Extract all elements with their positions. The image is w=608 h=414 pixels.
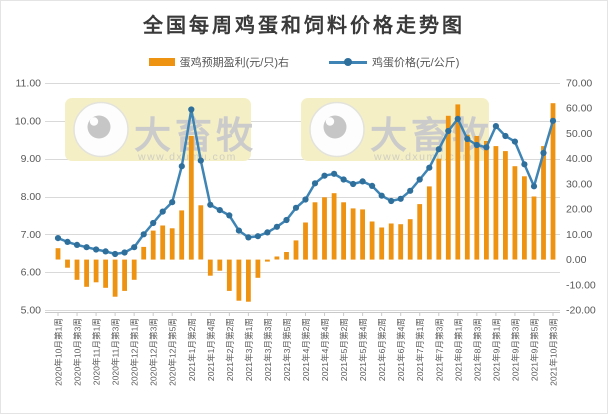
legend: 蛋鸡预期盈利(元/只)右 鸡蛋价格(元/公斤) bbox=[1, 54, 607, 70]
svg-text:2021年1月第2周: 2021年1月第2周 bbox=[186, 318, 197, 381]
svg-text:2021年7月第1周: 2021年7月第1周 bbox=[414, 318, 425, 381]
svg-text:2021年3月第1周: 2021年3月第1周 bbox=[243, 318, 254, 381]
svg-text:2021年8月第1周: 2021年8月第1周 bbox=[452, 318, 463, 381]
svg-text:2021年6月第4周: 2021年6月第4周 bbox=[395, 318, 406, 381]
svg-text:2020年10月第3周: 2020年10月第3周 bbox=[72, 318, 83, 386]
svg-text:2021年5月第2周: 2021年5月第2周 bbox=[338, 318, 349, 381]
svg-text:50.00: 50.00 bbox=[566, 128, 592, 140]
svg-text:2021年4月第4周: 2021年4月第4周 bbox=[319, 318, 330, 381]
svg-text:20.00: 20.00 bbox=[566, 204, 592, 216]
svg-text:2021年9月第5周: 2021年9月第5周 bbox=[529, 318, 540, 381]
svg-text:2020年12月第5周: 2020年12月第5周 bbox=[167, 318, 178, 386]
svg-text:2021年4月第2周: 2021年4月第2周 bbox=[300, 318, 311, 381]
svg-text:2020年10月第1周: 2020年10月第1周 bbox=[53, 318, 64, 386]
svg-text:30.00: 30.00 bbox=[566, 178, 592, 190]
line-series-egg-price bbox=[54, 106, 557, 258]
svg-text:2020年12月第3周: 2020年12月第3周 bbox=[148, 318, 159, 386]
svg-text:2021年5月第4周: 2021年5月第4周 bbox=[357, 318, 368, 381]
svg-text:0.00: 0.00 bbox=[566, 254, 587, 266]
legend-line-swatch-icon bbox=[329, 58, 367, 66]
svg-text:2021年1月第4周: 2021年1月第4周 bbox=[205, 318, 216, 381]
svg-text:2021年7月第3周: 2021年7月第3周 bbox=[433, 318, 444, 381]
svg-text:10.00: 10.00 bbox=[566, 229, 592, 241]
svg-text:8.00: 8.00 bbox=[21, 191, 42, 203]
svg-text:11.00: 11.00 bbox=[16, 78, 42, 90]
legend-item-egg-price: 鸡蛋价格(元/公斤) bbox=[329, 54, 459, 70]
svg-text:60.00: 60.00 bbox=[566, 103, 592, 115]
left-axis-labels: 11.00 10.00 9.00 8.00 7.00 6.00 5.00 bbox=[15, 78, 41, 317]
svg-text:70.00: 70.00 bbox=[566, 78, 592, 90]
svg-text:2021年9月第3周: 2021年9月第3周 bbox=[509, 318, 520, 381]
svg-text:2020年11月第3周: 2020年11月第3周 bbox=[110, 318, 121, 385]
svg-text:-20.00: -20.00 bbox=[566, 305, 596, 317]
legend-egg-price-label: 鸡蛋价格(元/公斤) bbox=[372, 57, 460, 69]
svg-text:2021年3月第5周: 2021年3月第5周 bbox=[281, 318, 292, 381]
svg-text:9.00: 9.00 bbox=[21, 153, 42, 165]
svg-text:2021年6月第2周: 2021年6月第2周 bbox=[376, 318, 387, 381]
watermark-url: www.dxumu.com bbox=[137, 151, 237, 163]
svg-text:-10.00: -10.00 bbox=[566, 279, 596, 291]
svg-text:6.00: 6.00 bbox=[21, 267, 42, 279]
right-axis-labels: 70.00 60.00 50.00 40.00 30.00 20.00 10.00 0.00 -… bbox=[566, 78, 596, 317]
x-axis-labels: 2020年10月第1周 2020年10月第3周 2020年11月第1周 2020年11… bbox=[53, 312, 559, 386]
chart-title: 全国每周鸡蛋和饲料价格走势图 bbox=[143, 15, 465, 37]
svg-text:2021年2月第2周: 2021年2月第2周 bbox=[224, 318, 235, 381]
svg-text:10.00: 10.00 bbox=[15, 115, 41, 127]
legend-bar-swatch-icon bbox=[148, 58, 175, 66]
svg-text:5.00: 5.00 bbox=[21, 305, 42, 317]
legend-profit-label: 蛋鸡预期盈利(元/只)右 bbox=[179, 57, 289, 69]
svg-text:2021年3月第3周: 2021年3月第3周 bbox=[262, 318, 273, 381]
svg-text:7.00: 7.00 bbox=[21, 229, 42, 241]
svg-text:2020年11月第1周: 2020年11月第1周 bbox=[91, 318, 102, 385]
svg-text:2020年12月第1周: 2020年12月第1周 bbox=[129, 318, 140, 386]
svg-text:40.00: 40.00 bbox=[566, 153, 592, 165]
svg-text:2021年10月第3周: 2021年10月第3周 bbox=[548, 318, 559, 386]
bar-series-profit bbox=[55, 103, 556, 302]
legend-line-marker-icon bbox=[344, 58, 352, 66]
legend-item-profit: 蛋鸡预期盈利(元/只)右 bbox=[148, 54, 289, 70]
svg-text:2021年8月第3周: 2021年8月第3周 bbox=[471, 318, 482, 381]
svg-text:2021年9月第1周: 2021年9月第1周 bbox=[490, 318, 501, 381]
